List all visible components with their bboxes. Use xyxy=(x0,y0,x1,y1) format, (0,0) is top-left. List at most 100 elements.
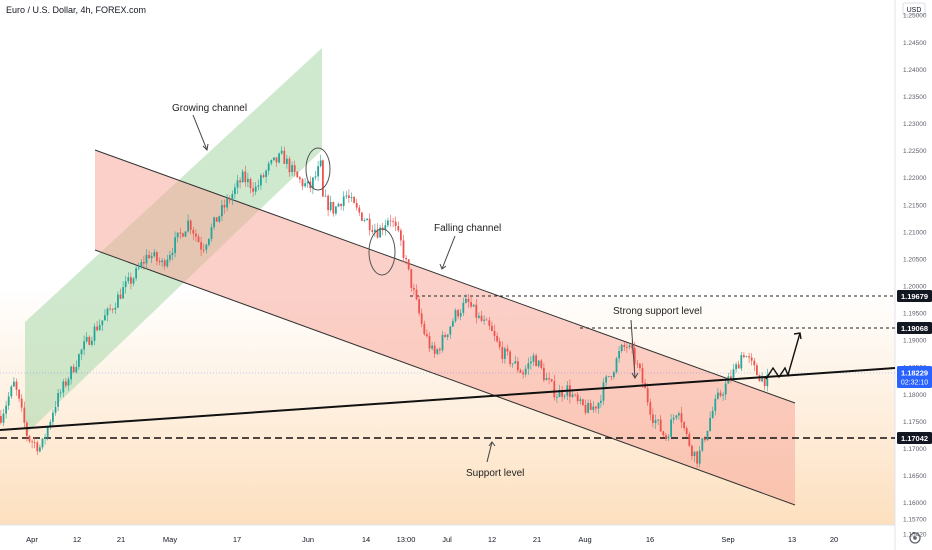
candle xyxy=(187,214,189,233)
chart-title: Euro / U.S. Dollar, 4h, FOREX.com xyxy=(6,5,146,15)
candle xyxy=(169,250,171,263)
candle xyxy=(457,308,459,320)
candle xyxy=(540,359,543,370)
candle xyxy=(62,378,65,398)
candle xyxy=(23,401,26,429)
candle xyxy=(18,388,20,402)
price-label-1-19068: 1.19068 xyxy=(897,322,932,334)
candle xyxy=(530,356,532,370)
currency-badge[interactable] xyxy=(902,2,926,16)
candle xyxy=(39,444,41,453)
candle xyxy=(535,353,537,367)
time-tick-label: 21 xyxy=(533,535,541,544)
candle xyxy=(688,431,691,448)
candle xyxy=(446,334,449,341)
candle xyxy=(221,199,223,222)
candle xyxy=(592,401,595,413)
candle xyxy=(91,336,93,347)
candle xyxy=(65,377,67,388)
price-tick-label: 1.24500 xyxy=(903,40,927,47)
candle xyxy=(724,379,727,400)
candle xyxy=(454,308,457,324)
candle xyxy=(652,408,654,428)
candle xyxy=(57,388,59,411)
price-tick-label: 1.15700 xyxy=(903,516,927,523)
candle xyxy=(488,316,491,330)
price-tick-label: 1.25000 xyxy=(903,13,927,20)
time-tick-label: Aug xyxy=(578,535,591,544)
falling-channel-pointer xyxy=(441,235,456,270)
candle xyxy=(623,342,626,351)
candle xyxy=(127,272,130,285)
falling-channel xyxy=(95,150,795,505)
candle xyxy=(368,213,371,236)
price-tick-label: 1.19500 xyxy=(903,311,927,318)
time-tick-label: 13 xyxy=(788,535,796,544)
support-level-arrowhead xyxy=(488,441,496,447)
support-trendline xyxy=(0,367,896,431)
candle xyxy=(415,284,418,301)
candle xyxy=(439,347,441,355)
candle xyxy=(223,199,226,214)
candle xyxy=(75,360,78,374)
candle xyxy=(80,348,83,361)
candle xyxy=(428,332,431,353)
candle xyxy=(662,430,665,438)
candle xyxy=(7,392,10,410)
candle xyxy=(420,308,423,328)
candle xyxy=(299,175,301,184)
candle xyxy=(361,212,363,222)
candle xyxy=(135,264,137,281)
candle xyxy=(670,414,672,438)
svg-text:1.19068: 1.19068 xyxy=(901,324,928,333)
candle xyxy=(589,399,592,411)
bar-countdown: 02:32:10 xyxy=(901,380,928,387)
candle xyxy=(239,177,241,189)
candle xyxy=(524,365,527,378)
candle xyxy=(459,308,462,321)
candle xyxy=(363,217,366,223)
candle xyxy=(137,262,140,271)
candle xyxy=(704,435,706,443)
candle xyxy=(384,219,387,236)
candle xyxy=(249,177,252,194)
price-tick-label: 1.18000 xyxy=(903,392,927,399)
candle xyxy=(145,249,148,270)
candle xyxy=(192,226,195,241)
candle xyxy=(20,394,23,412)
candle xyxy=(467,294,470,308)
candle xyxy=(750,353,753,366)
candle xyxy=(480,310,483,323)
price-tick-label: 1.19000 xyxy=(903,338,927,345)
candle xyxy=(52,409,54,426)
candle xyxy=(483,315,485,325)
time-tick-label: Apr xyxy=(26,535,38,544)
candle xyxy=(496,332,498,343)
candle xyxy=(719,389,722,398)
candle xyxy=(286,154,288,169)
candle xyxy=(628,342,631,350)
falling-channel-bottom-line xyxy=(94,249,796,506)
candle xyxy=(696,450,698,469)
candle xyxy=(389,214,392,227)
candle xyxy=(613,370,615,380)
gear-icon[interactable] xyxy=(909,532,921,544)
candle xyxy=(498,337,501,350)
candle xyxy=(701,437,704,453)
candle xyxy=(210,223,213,243)
candle xyxy=(387,217,389,228)
support-level-pointer xyxy=(486,441,493,463)
candle xyxy=(392,217,394,228)
strong-support-label: Strong support level xyxy=(613,306,702,317)
candle xyxy=(72,364,75,374)
candle xyxy=(184,230,187,237)
candle xyxy=(122,281,124,299)
candle xyxy=(678,411,680,420)
candle xyxy=(397,221,400,233)
candle xyxy=(501,341,504,364)
candle xyxy=(636,359,639,368)
candle xyxy=(244,165,247,187)
projection-path xyxy=(765,332,801,380)
price-tick-label: 1.17000 xyxy=(903,446,927,453)
